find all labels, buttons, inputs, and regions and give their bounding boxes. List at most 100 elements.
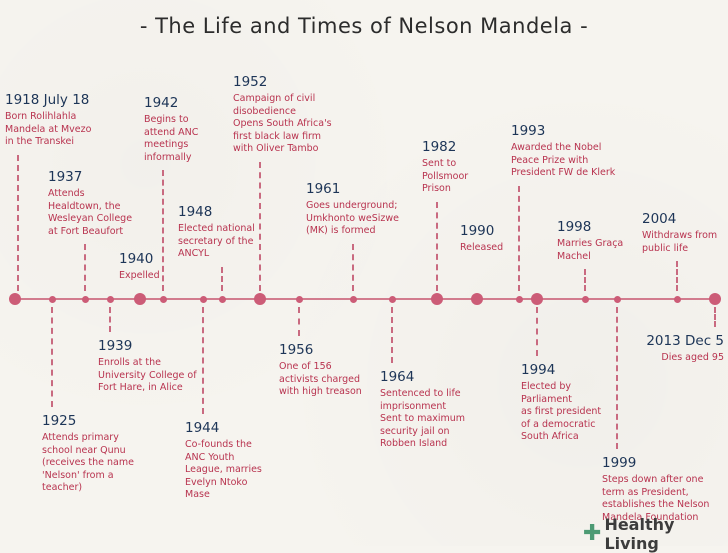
event-marker [106,295,114,303]
event-description-line: Sentenced to life [380,388,461,399]
timeline-event: 1948 Elected national secretary of the ANCY… [178,204,255,261]
event-marker [531,293,543,305]
event-description-line: ANCYL [178,248,210,259]
event-description-line: Dies aged 95 [661,352,724,363]
event-description-line: Evelyn Ntoko [185,476,248,488]
timeline-event: 1937 Attends Healdtown, the Wesleyan Colleg… [48,169,132,238]
timeline-event: 1994 Elected by Parliament as first preside… [521,362,601,444]
event-description: Elected national secretary of the ANCYL [178,223,255,261]
event-marker [581,295,589,303]
event-description: Born Rolihlahla Mandela at Mvezo in the Tr… [5,111,91,149]
event-description-line: Peace Prize with [511,154,589,166]
timeline-event: 1939 Enrolls at the University College of F… [98,338,197,395]
event-description-line: meetings [144,139,189,150]
event-connector [436,201,438,291]
event-marker [613,295,621,303]
event-year: 1999 [602,455,637,471]
event-marker [254,293,266,305]
event-year: 1998 [557,219,592,235]
event-description-line: term as President, [602,486,689,498]
event-connector [352,243,354,291]
event-description-line: at Fort Beaufort [48,225,124,237]
logo-text: Healthy Living [604,515,675,553]
event-description-line: Withdraws from [642,230,718,241]
timeline-event: 1918 July 18 Born Rolihlahla Mandela at Mv… [5,92,91,149]
event-year: 1948 [178,204,213,220]
event-year: 1993 [511,123,546,139]
event-description-line: establishes the Nelson [602,499,710,510]
event-connector [51,307,53,407]
event-description-line: Sent to maximum [380,413,466,424]
event-description-line: Co-founds the [185,439,252,450]
event-description-line: Campaign of civil [233,93,316,104]
event-description: One of 156 activists charged with high tre… [279,361,362,399]
event-description-line: Elected national [178,223,255,234]
event-year: 1944 [185,420,220,436]
event-description-line: Machel [557,250,591,262]
event-description-line: public life [642,242,689,254]
event-marker [515,295,523,303]
event-description-line: Awarded the Nobel [511,142,602,153]
event-description-line: Expelled [119,270,160,281]
event-description: Elected by Parliament as first president of… [521,381,601,444]
event-marker [134,293,146,305]
timeline-event: 1990 Released [460,223,503,255]
event-description: Sent to Pollsmoor Prison [422,158,468,196]
event-description-line: South Africa [521,431,579,442]
event-marker [673,295,681,303]
event-description-line: Pollsmoor [422,170,469,182]
event-connector [259,161,261,291]
event-description-line: Sent to [422,158,457,169]
event-description-line: Wesleyan College [48,213,133,224]
timeline-event: 1982 Sent to Pollsmoor Prison [422,139,468,196]
event-description: Enrolls at the University College of Fort … [98,357,197,395]
event-description-line: Attends [48,188,85,199]
event-description-line: Parliament [521,393,572,405]
timeline-event: 1998 Marries Graça Machel [557,219,623,263]
event-description-line: Released [460,242,504,253]
event-marker [81,295,89,303]
event-description: Co-founds the ANC Youth League, marries Eve… [185,439,262,502]
event-description-line: Mandela Foundation [602,511,699,523]
event-marker [388,295,396,303]
event-description-line: in the Transkei [5,136,75,147]
event-year: 1940 [119,251,154,267]
event-description-line: Opens South Africa's [233,118,332,129]
page-title: - The Life and Times of Nelson Mandela - [139,14,589,38]
event-description: Steps down after one term as President, es… [602,474,709,524]
timeline-event: 1940 Expelled [119,251,160,283]
event-description-line: (receives the name [42,457,134,468]
event-description-line: disobedience [233,105,296,117]
event-year: 1925 [42,413,77,429]
event-description-line: as first president [521,406,602,417]
timeline-event: 1952 Campaign of civil disobedience Opens S… [233,74,332,156]
timeline-event: 1942 Begins to attend ANC meetings informall… [144,95,198,164]
event-year: 1990 [460,223,495,239]
event-description-line: Goes underground; [306,200,398,211]
event-description-line: Marries Graça [557,238,624,249]
event-description-line: security jail on [380,425,450,437]
timeline-axis [15,298,717,300]
event-year: 1994 [521,362,556,378]
event-year: 1961 [306,181,341,197]
event-description: Campaign of civil disobedience Opens South… [233,93,332,156]
event-description: Expelled [119,270,160,283]
timeline-event: 2004 Withdraws from public life [642,211,717,255]
event-description-line: University College of [98,369,197,381]
event-marker [159,295,167,303]
event-description: Attends Healdtown, the Wesleyan College at … [48,188,132,238]
event-connector [584,269,586,291]
event-year: 2013 Dec 5 [646,333,724,349]
event-description-line: Steps down after one [602,474,704,485]
event-description-line: activists charged [279,373,361,385]
event-year: 1918 July 18 [5,92,90,108]
timeline-event: 1993 Awarded the Nobel Peace Prize with Pre… [511,123,615,180]
event-marker [48,295,56,303]
event-description-line: League, marries [185,464,262,475]
event-description-line: One of 156 [279,361,332,372]
event-description: Sentenced to life imprisonment Sent to max… [380,388,465,451]
event-description: Goes underground; Umkhonto weSizwe (MK) is… [306,200,399,238]
event-description-line: President FW de Klerk [511,167,616,178]
event-connector [109,307,111,332]
